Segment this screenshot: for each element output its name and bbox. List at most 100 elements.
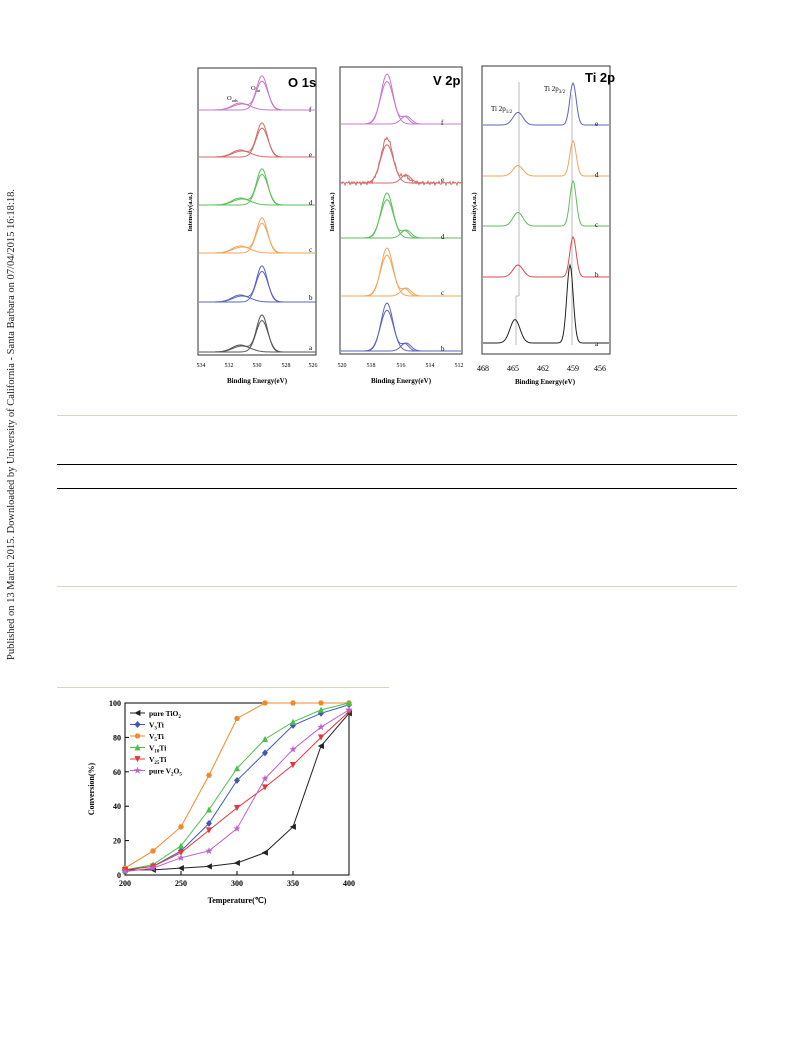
data-point	[206, 819, 212, 827]
data-point	[317, 723, 325, 731]
o1s-spectrum-c	[199, 217, 316, 254]
legend-marker	[134, 709, 141, 717]
legend-label: V10Ti	[149, 744, 166, 755]
o1s-tick: 530	[253, 363, 262, 369]
y-tick-label: 60	[113, 768, 121, 777]
table-rule-bottom	[57, 488, 737, 489]
ti2p-tick: 459	[567, 364, 579, 373]
divider-chart	[57, 687, 389, 688]
data-point	[261, 735, 269, 743]
legend-marker	[134, 721, 141, 728]
v2p-tick: 512	[455, 363, 464, 369]
ti2p-spectrum-b	[483, 235, 609, 278]
y-tick-label: 80	[113, 733, 121, 742]
data-point	[262, 700, 268, 706]
v2p-curve-label: f	[441, 119, 444, 127]
data-point	[317, 734, 325, 741]
data-point	[177, 842, 185, 849]
v2p-y-label: Intensity(a.u.)	[329, 192, 336, 231]
data-point	[289, 823, 296, 830]
o1s-spectrum-a	[199, 314, 316, 353]
v2p-tick: 514	[426, 363, 435, 369]
data-point	[261, 774, 269, 782]
o1s-curve-label: c	[309, 246, 312, 254]
data-point	[290, 700, 296, 706]
v2p-curve-label: d	[441, 233, 445, 241]
v2p-x-label: Binding Energy(eV)	[371, 377, 432, 385]
o1s-curve-label: a	[309, 344, 313, 352]
v2p-fit-v4-c	[350, 287, 440, 297]
data-point	[150, 848, 156, 854]
conversion-chart: 200 250 300 350 400 0 20 40 60 80 100 Temperature(…	[87, 699, 355, 905]
y-tick-label: 20	[113, 837, 121, 846]
legend-label: V25Ti	[149, 755, 166, 766]
v2p-panel-frame	[339, 66, 463, 355]
ti2p-title: Ti 2p	[585, 70, 615, 85]
v2p-fit-v5-c	[350, 254, 440, 297]
o1s-fit-ads-b	[214, 295, 300, 303]
y-tick-label: 100	[109, 699, 121, 708]
o1s-curve-label: e	[309, 151, 312, 159]
data-point	[177, 849, 185, 856]
divider-top	[57, 415, 737, 416]
ti2p-curve-label: a	[595, 340, 599, 348]
v2p-fit-v4-d	[350, 229, 440, 239]
series-v5ti	[122, 700, 352, 871]
o1s-spectrum-b	[199, 265, 316, 303]
o1s-title: O 1s	[288, 75, 316, 90]
ti2p-tick: 465	[507, 364, 519, 373]
data-point	[234, 715, 240, 722]
ti2p-tick: 468	[477, 364, 489, 373]
data-point	[233, 765, 241, 772]
o1s-curve-label: d	[309, 199, 313, 207]
data-point	[205, 863, 212, 870]
v2p-curve-label: c	[441, 289, 444, 297]
data-point	[205, 846, 213, 855]
v2p-title: V 2p	[433, 73, 461, 88]
o1s-olat-label: Olat	[251, 85, 261, 93]
data-point	[317, 706, 325, 713]
data-point	[178, 824, 184, 830]
x-tick-label: 400	[343, 879, 355, 888]
legend-marker	[134, 756, 141, 763]
v2p-spectrum-b	[341, 302, 461, 352]
legend-label: pure TiO2	[149, 709, 181, 720]
chart-y-label: Conversion(%)	[87, 762, 96, 815]
v2p-curve-label: e	[441, 176, 444, 184]
o1s-spectrum-d	[199, 168, 316, 206]
data-point	[177, 853, 185, 861]
ti2p-x-label: Binding Energy(eV)	[515, 378, 576, 386]
o1s-oads-label: Oads	[227, 95, 238, 103]
series-pure-v2o5	[121, 705, 353, 875]
data-point	[233, 824, 241, 832]
legend-item: V25Ti	[130, 755, 166, 766]
data-point	[121, 867, 129, 875]
data-point	[177, 865, 184, 872]
v2p-spectrum-e	[340, 136, 462, 187]
v2p-tick: 518	[367, 363, 376, 369]
ti2p-spectrum-e	[483, 81, 609, 126]
o1s-fit-ads-d	[214, 198, 300, 206]
o1s-curve-label: b	[309, 294, 313, 302]
data-point	[289, 745, 297, 753]
o1s-spectrum-e	[199, 122, 316, 158]
ti2p-three-half-label: Ti 2p3/2	[544, 85, 566, 95]
data-point	[233, 805, 241, 812]
data-point	[317, 742, 324, 750]
data-point	[262, 749, 268, 757]
v2p-curve-label: b	[441, 345, 445, 353]
o1s-y-label: Intensity(a.u.)	[187, 192, 194, 231]
o1s-panel-frame	[197, 67, 317, 356]
x-tick-label: 350	[287, 879, 299, 888]
o1s-x-label: Binding Energy(eV)	[227, 377, 288, 385]
ti2p-tick: 456	[594, 364, 606, 373]
ti2p-curve-label: e	[595, 120, 598, 128]
v2p-fit-v5-d	[350, 199, 440, 239]
data-point	[234, 776, 240, 784]
v2p-spectrum-d	[341, 192, 461, 239]
y-tick-label: 40	[113, 802, 121, 811]
v2p-fit-v4-b	[350, 342, 440, 352]
data-point	[233, 859, 240, 867]
